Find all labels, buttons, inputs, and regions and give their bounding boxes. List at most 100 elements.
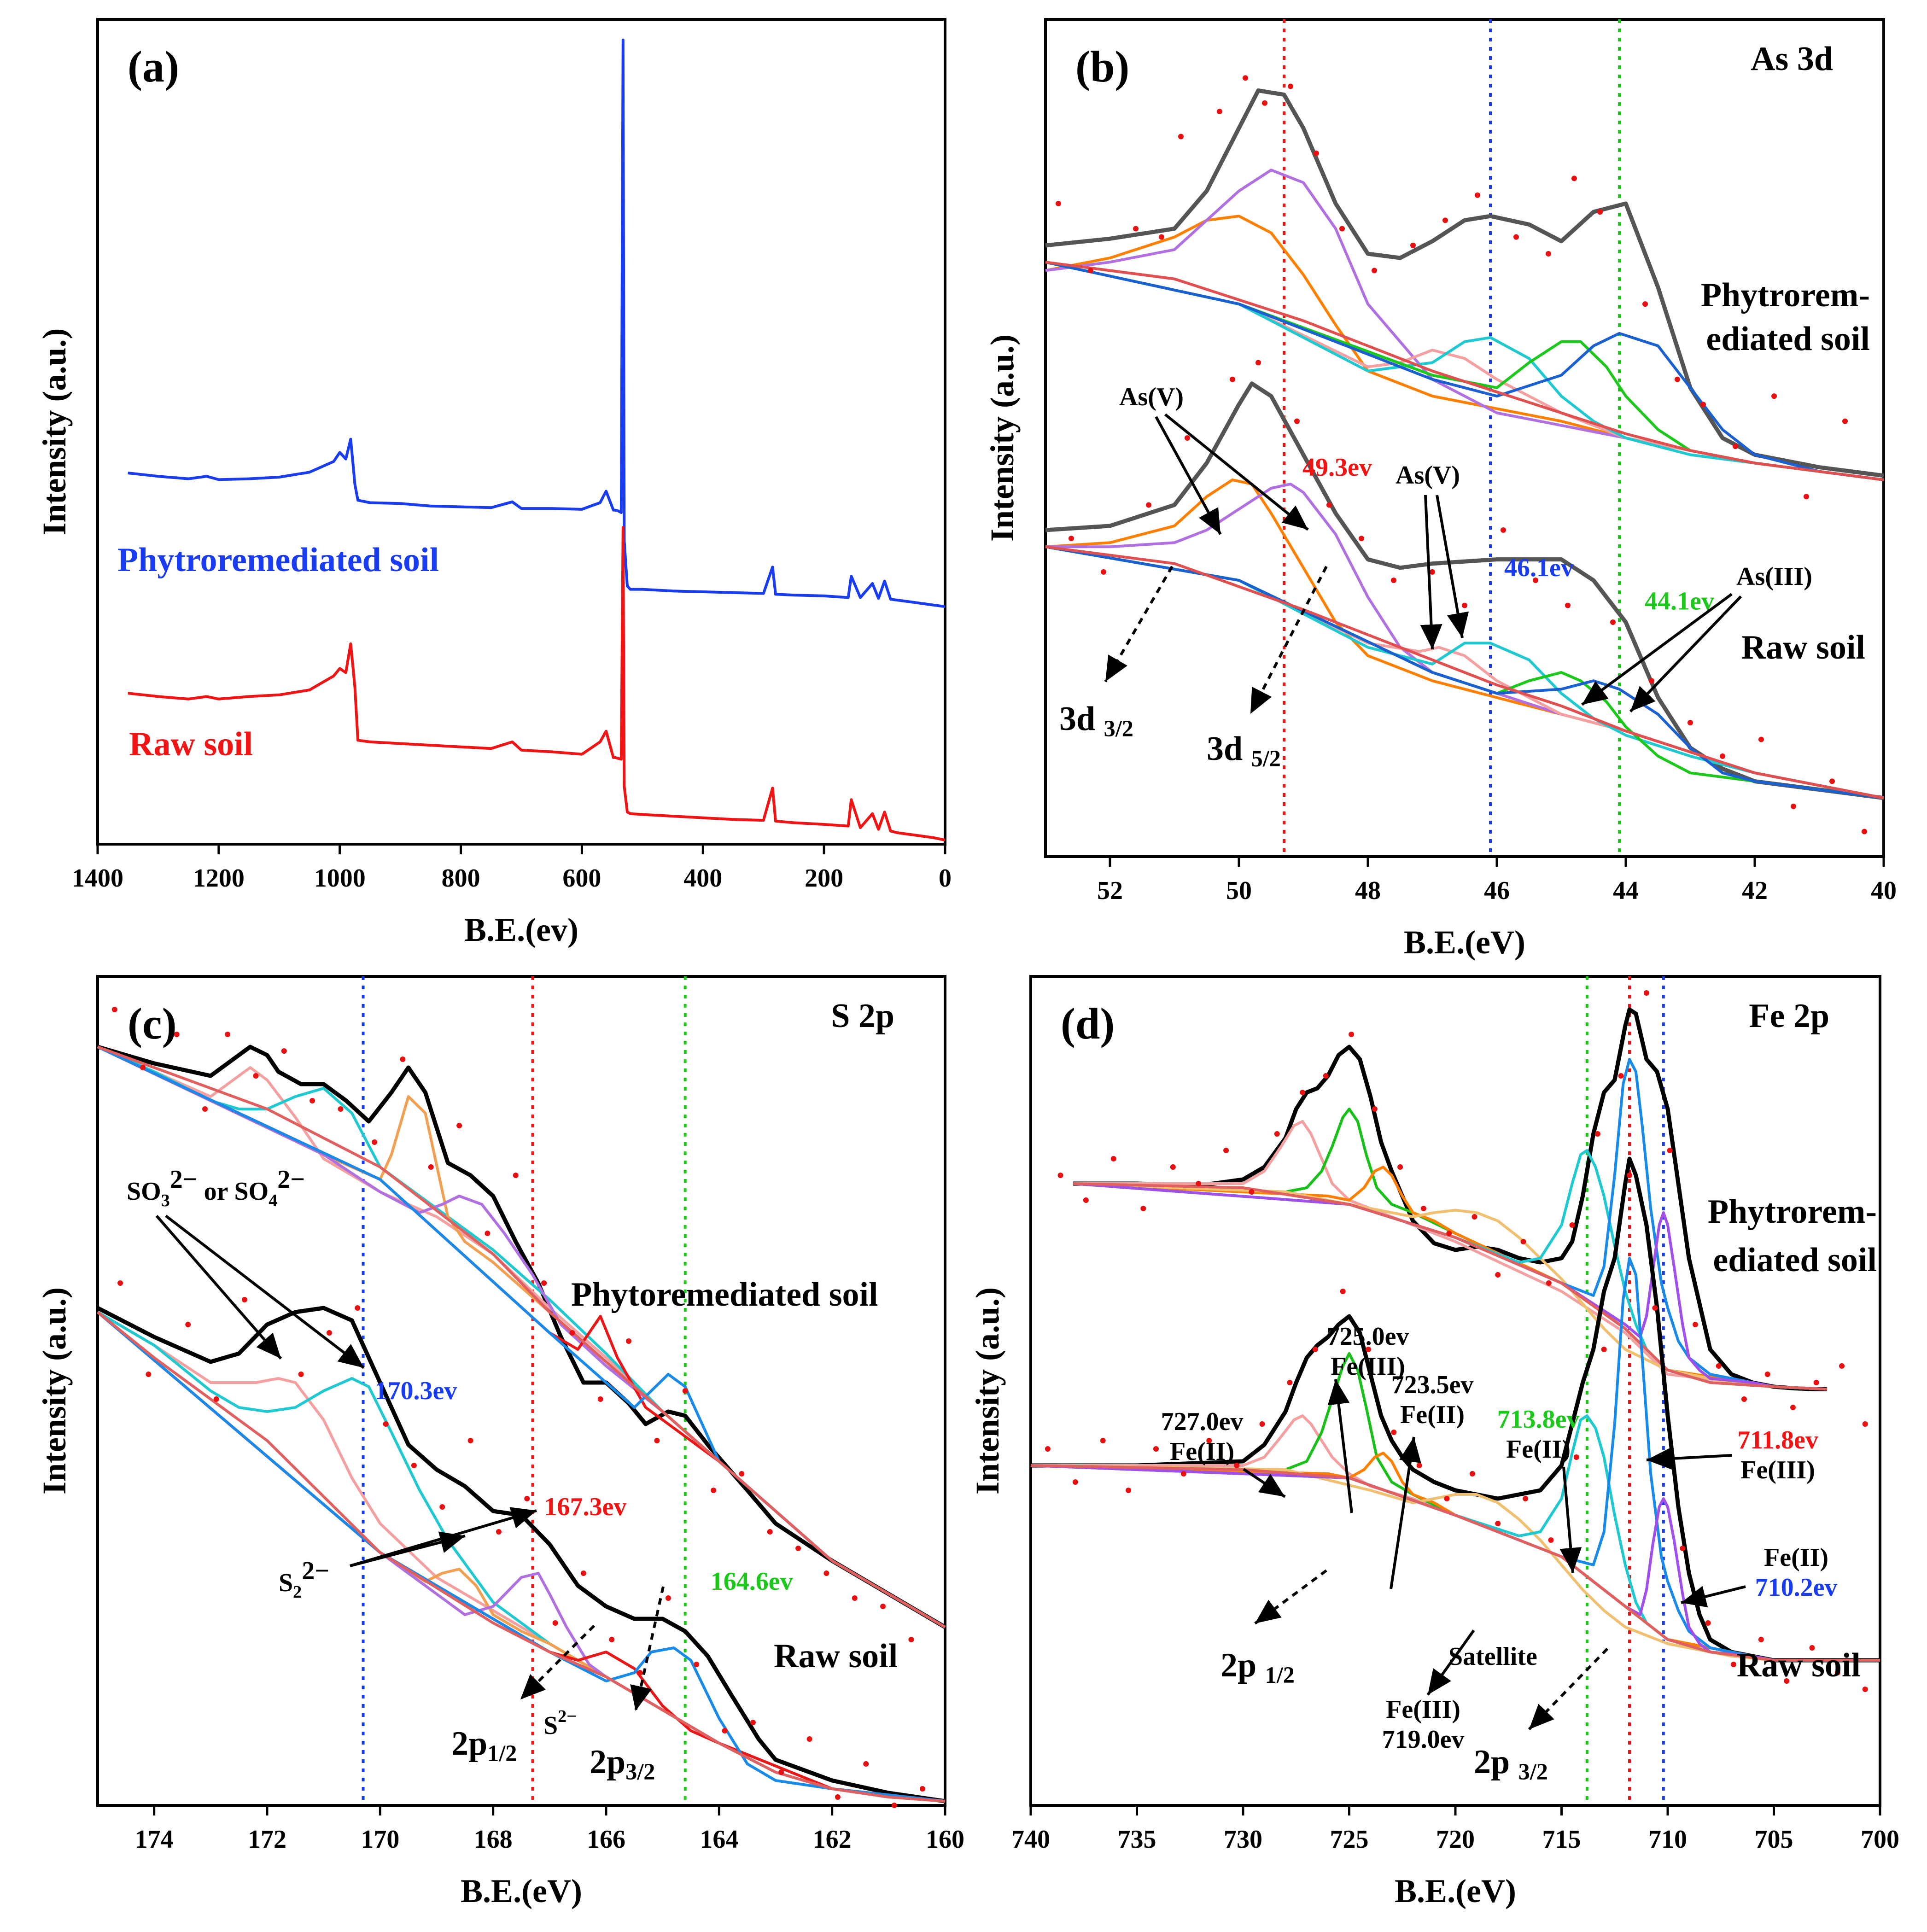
- panel-c-arrow-2p12: [519, 1624, 596, 1701]
- panel-a-xtick-label-3: 800: [442, 864, 480, 893]
- panel-b-series-16-point: [1101, 569, 1106, 575]
- panel-b-series-15: [1045, 545, 1884, 800]
- panel-d-series-18-point: [1618, 1073, 1624, 1079]
- panel-a-xtick-label-1: 1200: [193, 864, 245, 893]
- panel-c-series-16-point: [541, 1280, 547, 1286]
- panel-d-series-18-point: [1667, 1148, 1673, 1153]
- panel-d-annot-7250-ev: 725.0ev: [1327, 1322, 1409, 1351]
- panel-d-series-18-point: [1692, 1322, 1698, 1327]
- panel-b-series-16-point: [1410, 242, 1416, 248]
- panel-d-series-18-point: [1420, 1206, 1426, 1211]
- panel-d-series-18-point: [1170, 1164, 1176, 1170]
- panel-b-series-16-point: [1372, 268, 1377, 274]
- panel-a-series-1: [128, 526, 946, 841]
- panel-a-xtick-label-2: 1000: [314, 864, 366, 893]
- panel-b-series-16-point: [1146, 502, 1151, 508]
- panel-c-arrow-so-b: [165, 1214, 365, 1369]
- panel-b-series-14: [1045, 545, 1884, 800]
- panel-d-annot-7250-fe: Fe(III): [1331, 1352, 1405, 1381]
- panel-c-ref-label-0: 170.3ev: [375, 1377, 457, 1405]
- panel-d-series-18-point: [1234, 1463, 1240, 1468]
- panel-c-series-16-point: [326, 1330, 332, 1336]
- panel-b-ylabel: Intensity (a.u.): [984, 334, 1021, 542]
- panel-c-series-16-point: [919, 1786, 925, 1792]
- panel-c-series-16-point: [439, 1504, 445, 1510]
- panel-b-series-16-point: [1255, 360, 1261, 366]
- panel-b-series-16-point: [1649, 678, 1654, 684]
- panel-b-series-16-point: [1842, 418, 1848, 424]
- panel-d-series-18-point: [1520, 1239, 1526, 1244]
- panel-d-series-18-point: [1758, 1637, 1764, 1642]
- panel-c-annot-so: SO32− or SO42−: [127, 1165, 305, 1210]
- panel-c-series-16-point: [711, 1488, 717, 1493]
- panel-d-series-18-point: [1573, 1454, 1579, 1460]
- panel-c-annot-s2minus: S2−: [543, 1707, 577, 1740]
- panel-c-series-16-point: [383, 1421, 389, 1427]
- panel-d-series-18-point: [1472, 1214, 1477, 1220]
- panel-b-series-16-point: [1056, 200, 1061, 206]
- panel-c-series-16-point: [835, 1794, 841, 1800]
- panel-a-ylabel: Intensity (a.u.): [36, 328, 73, 535]
- panel-d-series-18-point: [1548, 1537, 1554, 1543]
- panel-b-series-16-point: [1243, 75, 1248, 81]
- panel-b-series-16-point: [1430, 569, 1435, 575]
- panel-d-series-18-point: [1045, 1446, 1051, 1452]
- panel-a-series-0: [128, 38, 946, 608]
- panel-c-series-16-point: [281, 1048, 287, 1054]
- panel-b-series-16-point: [1642, 301, 1648, 307]
- panel-d-annot-7118-ev: 711.8ev: [1737, 1426, 1818, 1454]
- panel-d-series-18-point: [1469, 1471, 1475, 1477]
- panel-b-series-16-point: [1675, 376, 1680, 382]
- panel-b-series-16-point: [1217, 108, 1222, 114]
- panel-d-series-18-point: [1083, 1197, 1089, 1203]
- panel-b-ref-label-0: 49.3ev: [1302, 453, 1372, 482]
- panel-b: 52 50 48 46 44 42 40 B.E.(eV) Intensity (a.u.) (b…: [984, 18, 1897, 961]
- panel-d-arrow-7138: [1559, 1466, 1582, 1573]
- panel-d-series-18-point: [1834, 1670, 1840, 1675]
- panel-d-series-18-point: [1652, 1305, 1658, 1311]
- panel-b-xtick-label-3: 46: [1484, 876, 1510, 905]
- panel-b-series-16-point: [1230, 376, 1235, 382]
- panel-b-series-16-point: [1442, 217, 1448, 223]
- panel-c-title: S 2p: [831, 997, 894, 1035]
- panel-c-series-7: [97, 1045, 946, 1628]
- panel-b-annot-asv-1: As(V): [1119, 383, 1184, 411]
- panel-b-series-16-point: [1546, 251, 1551, 257]
- panel-b-series-16-point: [1262, 100, 1267, 106]
- panel-c-series-16-point: [524, 1496, 530, 1501]
- panel-b-arrow-asv-1b: [1164, 413, 1309, 531]
- panel-c-series-16-point: [863, 1761, 869, 1767]
- panel-d-series-18-point: [1349, 1032, 1355, 1037]
- panel-d-series-18-point: [1340, 1289, 1346, 1294]
- panel-b-series-16-point: [1758, 736, 1764, 742]
- panel-d-arrow-7235: [1390, 1436, 1421, 1589]
- panel-d-series-18-point: [1730, 1662, 1736, 1667]
- panel-b-title: As 3d: [1751, 40, 1833, 78]
- panel-d-label: (d): [1061, 999, 1115, 1048]
- panel-c-series-16-point: [309, 1098, 315, 1103]
- panel-d-xtick-label-0: 740: [1011, 1825, 1050, 1854]
- panel-d-arrow-7118: [1646, 1448, 1732, 1470]
- panel-c-series-16-point: [372, 1139, 378, 1145]
- panel-d-series-18-point: [1365, 1347, 1371, 1352]
- panel-d-series-18-point: [1680, 1546, 1686, 1551]
- panel-d-series-18-point: [1249, 1189, 1255, 1195]
- panel-b-series-16-point: [1804, 494, 1809, 500]
- panel-b-xtick-label-6: 40: [1871, 876, 1897, 905]
- panel-d-xtick-label-5: 715: [1542, 1825, 1581, 1854]
- panel-b-series-16-point: [1733, 444, 1738, 449]
- panel-c-series-16-point: [411, 1463, 417, 1468]
- panel-d-annot-7102-fe: Fe(II): [1764, 1543, 1828, 1572]
- panel-c-frame: [96, 975, 946, 1807]
- panel-b-xtick-label-0: 52: [1097, 876, 1123, 905]
- panel-b-arrow-3d32: [1104, 566, 1174, 683]
- panel-c-annot-2p12: 2p1/2: [451, 1725, 517, 1766]
- panel-c-series-16-point: [852, 1595, 858, 1601]
- panel-d-series-18-point: [1546, 1280, 1552, 1286]
- panel-b-xtick-label-4: 44: [1613, 876, 1639, 905]
- panel-d-series-17: [1030, 1464, 1880, 1662]
- panel-c-series-16-point: [806, 1736, 812, 1742]
- panel-c-series-16-point: [400, 1056, 406, 1062]
- panel-b-xtick-label-1: 50: [1226, 876, 1252, 905]
- panel-a-frame: [96, 18, 946, 846]
